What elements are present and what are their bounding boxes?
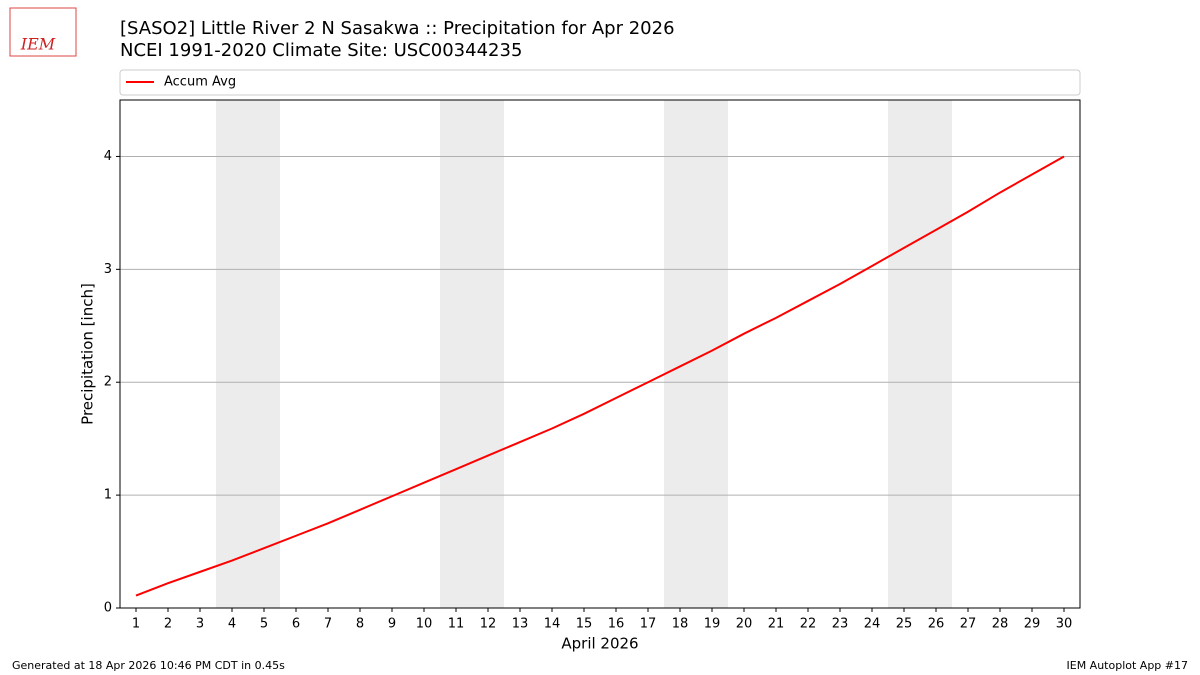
y-tick-label: 1 (104, 488, 112, 503)
x-tick-label: 14 (544, 617, 561, 632)
x-tick-label: 4 (228, 617, 236, 632)
y-axis-label: Precipitation [inch] (79, 283, 97, 425)
y-tick-label: 0 (104, 601, 112, 616)
weekend-band (664, 100, 728, 608)
x-tick-label: 10 (416, 617, 433, 632)
y-tick-label: 2 (104, 375, 112, 390)
x-tick-label: 16 (608, 617, 625, 632)
x-tick-label: 11 (448, 617, 465, 632)
x-tick-label: 2 (164, 617, 172, 632)
y-tick-label: 4 (104, 149, 112, 164)
x-tick-label: 28 (992, 617, 1009, 632)
x-tick-label: 20 (736, 617, 753, 632)
y-tick-label: 3 (104, 262, 112, 277)
x-tick-label: 24 (864, 617, 881, 632)
x-tick-label: 30 (1056, 617, 1073, 632)
x-tick-label: 9 (388, 617, 396, 632)
x-tick-label: 18 (672, 617, 689, 632)
x-tick-label: 22 (800, 617, 817, 632)
legend-box (119, 69, 1081, 96)
x-tick-label: 6 (292, 617, 300, 632)
weekend-band (440, 100, 504, 608)
x-tick-label: 3 (196, 617, 204, 632)
chart-title: [SASO2] Little River 2 N Sasakwa :: Prec… (120, 18, 675, 39)
plot-frame (119, 99, 1081, 609)
x-tick-label: 25 (896, 617, 913, 632)
x-tick-label: 5 (260, 617, 268, 632)
weekend-band (216, 100, 280, 608)
x-tick-label: 26 (928, 617, 945, 632)
x-tick-label: 27 (960, 617, 977, 632)
chart-subtitle: NCEI 1991-2020 Climate Site: USC00344235 (120, 40, 522, 61)
x-tick-label: 19 (704, 617, 721, 632)
legend-label: Accum Avg (164, 75, 236, 90)
x-tick-label: 8 (356, 617, 364, 632)
x-tick-label: 7 (324, 617, 332, 632)
line (135, 155, 1065, 597)
x-tick-label: 29 (1024, 617, 1041, 632)
x-tick-label: 1 (132, 617, 140, 632)
logo: IEM (20, 35, 56, 54)
x-tick-label: 13 (512, 617, 529, 632)
x-tick-label: 17 (640, 617, 657, 632)
footer-left: Generated at 18 Apr 2026 10:46 PM CDT in… (12, 659, 285, 672)
footer-right: IEM Autoplot App #17 (1067, 659, 1189, 672)
logo-frame (9, 7, 77, 57)
x-tick-label: 12 (480, 617, 497, 632)
x-axis-label: April 2026 (561, 635, 638, 653)
x-tick-label: 15 (576, 617, 593, 632)
x-tick-label: 23 (832, 617, 849, 632)
weekend-band (888, 100, 952, 608)
x-tick-label: 21 (768, 617, 785, 632)
